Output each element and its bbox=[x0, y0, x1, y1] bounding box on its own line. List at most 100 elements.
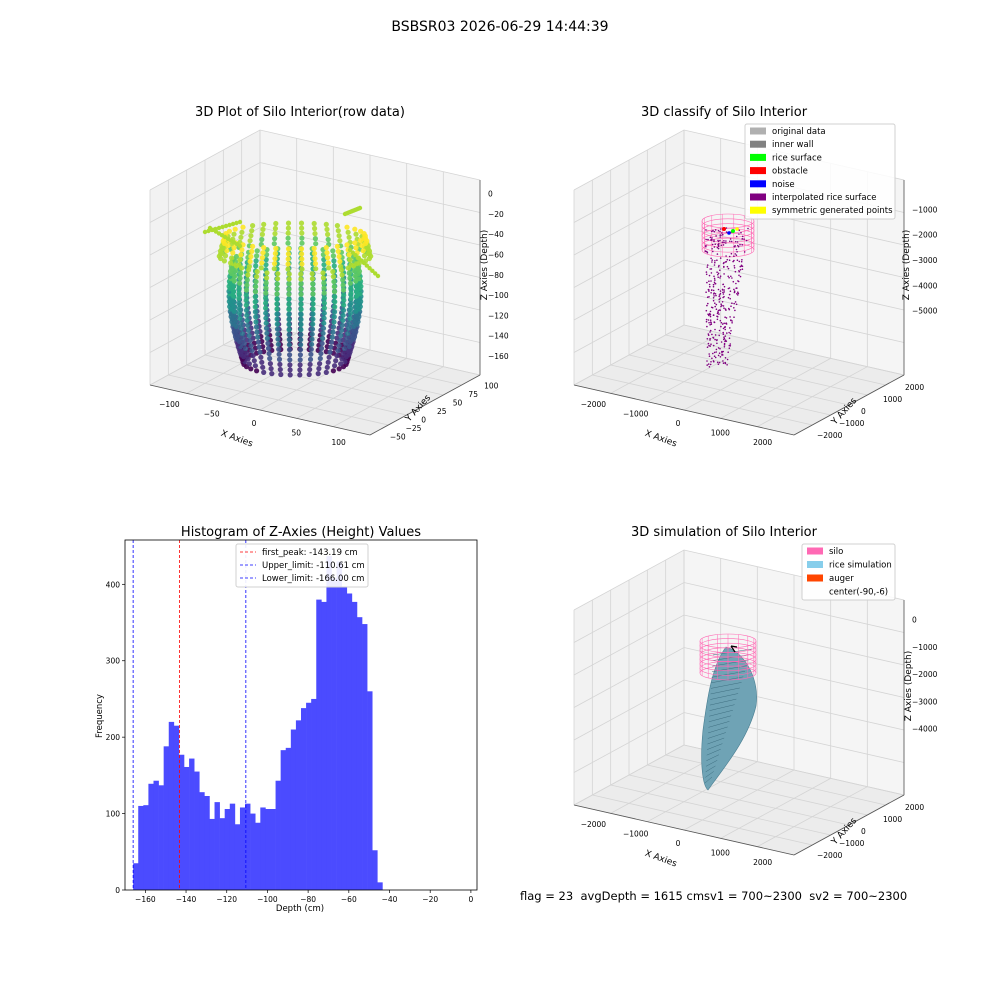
point bbox=[277, 361, 283, 367]
interpolated-point bbox=[725, 227, 728, 229]
surface-contour bbox=[710, 687, 740, 695]
point bbox=[245, 322, 251, 328]
point bbox=[263, 325, 270, 331]
point bbox=[286, 301, 292, 307]
y-tick-label-classify: 2000 bbox=[905, 383, 924, 392]
histogram-bar bbox=[356, 617, 363, 890]
gridline-raw bbox=[259, 324, 481, 376]
point bbox=[336, 253, 342, 260]
x-tick-label-raw: −100 bbox=[159, 400, 180, 409]
interpolated-point bbox=[716, 339, 718, 341]
interpolated-point bbox=[710, 343, 712, 346]
interpolated-point bbox=[719, 347, 721, 350]
point bbox=[236, 305, 242, 311]
point bbox=[243, 346, 249, 352]
surface-contour bbox=[704, 776, 713, 784]
point bbox=[330, 253, 336, 259]
interpolated-point bbox=[707, 319, 710, 321]
interpolated-point bbox=[727, 296, 730, 299]
point bbox=[325, 236, 331, 243]
interpolated-point bbox=[709, 315, 712, 318]
point bbox=[274, 311, 280, 317]
histogram-bar bbox=[168, 721, 175, 890]
point bbox=[309, 271, 315, 277]
interpolated-point bbox=[705, 320, 708, 323]
point bbox=[286, 291, 292, 297]
interpolated-point bbox=[711, 248, 713, 250]
interpolated-point bbox=[738, 233, 740, 235]
interpolated-point bbox=[736, 293, 738, 295]
point bbox=[373, 271, 378, 276]
histogram-bar bbox=[331, 578, 337, 890]
point bbox=[309, 341, 315, 347]
interpolated-point bbox=[713, 246, 716, 248]
x-tick-label: −60 bbox=[341, 895, 357, 904]
point bbox=[298, 327, 304, 333]
interpolated-point bbox=[717, 229, 720, 232]
point bbox=[325, 260, 331, 266]
point bbox=[287, 357, 293, 363]
panel-title-raw: 3D Plot of Silo Interior(row data) bbox=[195, 105, 405, 120]
point bbox=[321, 305, 327, 311]
point bbox=[275, 336, 281, 342]
point bbox=[324, 364, 330, 370]
z-axis-label-classify: Z Axies (Depth) bbox=[902, 230, 912, 301]
point bbox=[248, 343, 254, 349]
x-axis-line-classify bbox=[573, 384, 795, 436]
interpolated-point bbox=[719, 319, 722, 322]
point bbox=[321, 310, 327, 316]
interpolated-point bbox=[716, 315, 719, 318]
point bbox=[236, 310, 243, 316]
x-tick-label-raw: 0 bbox=[252, 419, 257, 428]
histogram-bar bbox=[326, 556, 332, 890]
point bbox=[286, 321, 292, 328]
surface-contour bbox=[708, 715, 732, 723]
point bbox=[347, 310, 354, 316]
point bbox=[332, 294, 338, 300]
interpolated-point bbox=[722, 331, 724, 334]
x-axis-line-simulation bbox=[573, 804, 795, 856]
point bbox=[267, 355, 273, 362]
point bbox=[310, 296, 316, 302]
interpolated-point bbox=[713, 277, 716, 280]
point bbox=[227, 222, 232, 228]
point bbox=[343, 341, 349, 347]
interpolated-point bbox=[707, 238, 709, 241]
interpolated-point bbox=[722, 233, 724, 236]
interpolated-point bbox=[719, 269, 721, 272]
point bbox=[334, 353, 340, 359]
interpolated-point bbox=[730, 275, 732, 278]
interpolated-point bbox=[737, 244, 739, 247]
interpolated-point bbox=[729, 290, 732, 293]
histogram-bar bbox=[143, 805, 149, 890]
interpolated-point bbox=[733, 288, 735, 291]
interpolated-point bbox=[733, 307, 735, 309]
point bbox=[340, 282, 346, 288]
interpolated-point bbox=[714, 328, 716, 331]
interpolated-point bbox=[722, 333, 725, 336]
point bbox=[286, 271, 292, 277]
point bbox=[246, 263, 252, 270]
point bbox=[252, 299, 258, 305]
point bbox=[249, 248, 255, 254]
point bbox=[231, 231, 237, 237]
x-tick-label-simulation: 2000 bbox=[753, 858, 772, 867]
interpolated-point bbox=[705, 229, 707, 231]
classified-point-cloud bbox=[701, 213, 755, 368]
point bbox=[286, 276, 292, 282]
point bbox=[332, 304, 338, 310]
interpolated-point bbox=[733, 290, 736, 292]
point bbox=[352, 313, 358, 319]
interpolated-point bbox=[716, 259, 718, 262]
histogram-bar bbox=[341, 587, 348, 890]
point bbox=[348, 285, 354, 291]
point bbox=[312, 231, 318, 237]
point bbox=[253, 319, 259, 325]
point bbox=[275, 341, 281, 347]
point bbox=[247, 337, 253, 344]
interpolated-point bbox=[735, 248, 738, 251]
surface-contour bbox=[712, 654, 751, 661]
z-axis-label-raw: Z Axies (Depth) bbox=[480, 230, 490, 301]
legend-label: noise bbox=[772, 180, 795, 190]
point bbox=[268, 366, 274, 372]
